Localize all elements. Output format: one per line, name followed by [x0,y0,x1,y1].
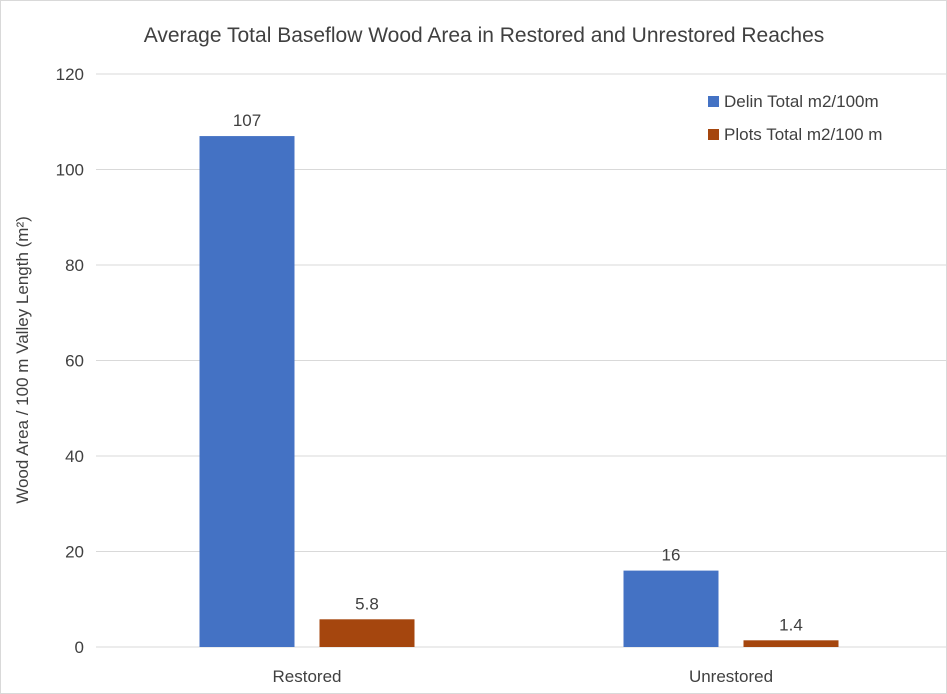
bar [319,619,415,647]
bars: 107 5.8 16 1.4 [199,111,839,647]
data-label: 1.4 [779,615,803,634]
data-label: 5.8 [355,594,379,613]
x-axis-ticks: Restored Unrestored [273,667,774,686]
data-label: 107 [233,111,261,130]
bar [743,640,839,647]
legend: Delin Total m2/100m Plots Total m2/100 m [708,92,882,144]
y-tick-label: 80 [65,256,84,275]
y-axis-ticks: 0 20 40 60 80 100 120 [56,65,84,657]
chart-title: Average Total Baseflow Wood Area in Rest… [144,24,825,47]
y-tick-label: 20 [65,543,84,562]
legend-label: Delin Total m2/100m [724,92,879,111]
data-label: 16 [662,546,681,565]
x-tick-label: Unrestored [689,667,773,686]
legend-label: Plots Total m2/100 m [724,125,882,144]
x-tick-label: Restored [273,667,342,686]
y-tick-label: 120 [56,65,84,84]
legend-swatch [708,129,719,140]
bar [623,570,719,647]
y-axis-title: Wood Area / 100 m Valley Length (m²) [13,216,32,504]
y-tick-label: 40 [65,447,84,466]
y-tick-label: 100 [56,161,84,180]
y-tick-label: 60 [65,352,84,371]
bar [199,136,295,647]
legend-swatch [708,96,719,107]
y-tick-label: 0 [75,638,84,657]
